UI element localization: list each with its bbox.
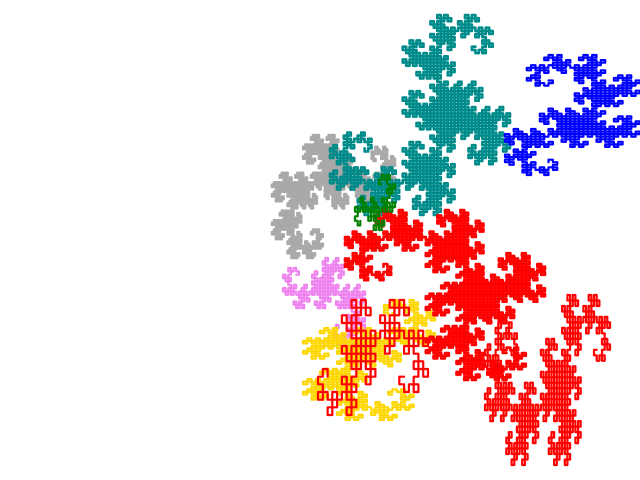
blue-dragon <box>503 53 640 177</box>
red-dragon <box>343 208 547 382</box>
green-dragon <box>353 173 397 232</box>
gray-dragon <box>270 133 397 260</box>
red-dragon <box>316 298 430 417</box>
red-dragon <box>483 293 612 467</box>
